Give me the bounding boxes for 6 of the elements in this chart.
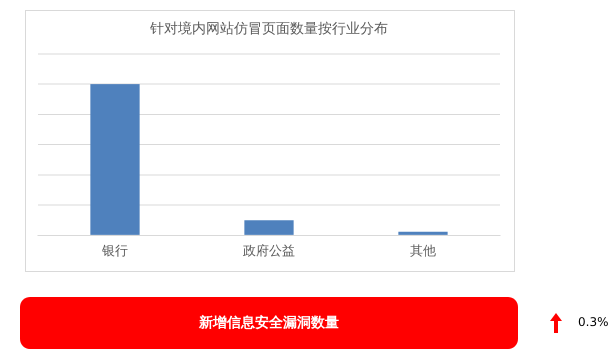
text: 0.3% — [578, 315, 608, 329]
x-tick-label: 其他 — [410, 242, 436, 258]
text: 新增信息安全漏洞数量 — [20, 297, 518, 349]
x-tick-label: 银行 — [101, 242, 128, 258]
x-tick-label: 政府公益 — [243, 242, 295, 258]
chart-title: 针对境内网站仿冒页面数量按行业分布 — [149, 21, 388, 38]
